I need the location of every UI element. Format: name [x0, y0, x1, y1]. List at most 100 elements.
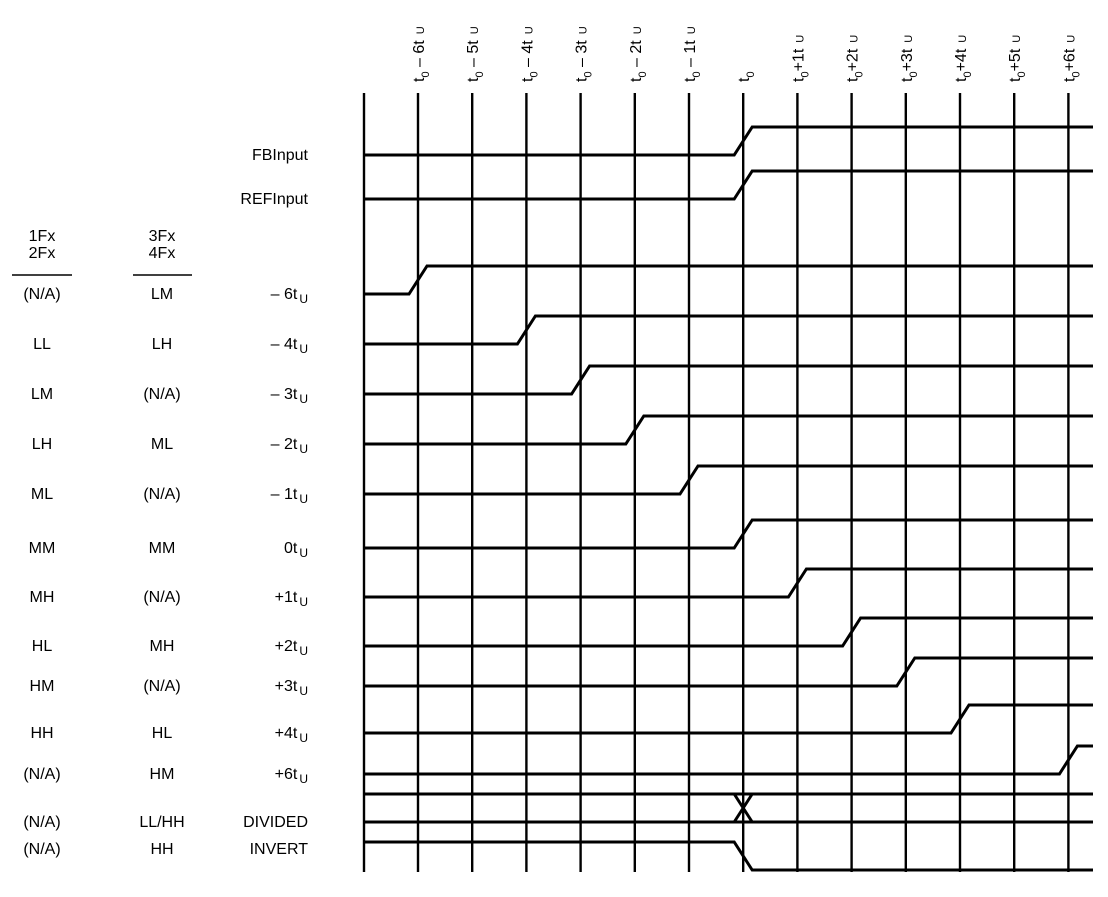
input-label-0: FBInput: [252, 147, 309, 164]
row-0: (N/A) LM – 6t U: [23, 286, 308, 306]
row-col2: LM: [151, 286, 173, 303]
row-offset: – 3t U: [271, 386, 308, 406]
row-col2: (N/A): [143, 386, 180, 403]
header-col2-1: 4Fx: [149, 245, 176, 262]
row-waveform-10: [364, 744, 1093, 776]
row-6: MH (N/A) +1t U: [30, 589, 308, 609]
row-5: MM MM 0t U: [29, 540, 308, 560]
row-col2: ML: [151, 436, 173, 453]
row-12: (N/A) HH INVERT: [23, 841, 308, 858]
row-waveform-6: [364, 567, 1093, 599]
row-col2: (N/A): [143, 678, 180, 695]
row-col2: MH: [150, 638, 175, 655]
time-label-0: t0 – 6tU: [411, 26, 432, 82]
row-waveform-0: [364, 264, 1093, 296]
input-waveform-0: [364, 125, 1093, 157]
time-label-6: t0: [736, 71, 757, 82]
row-col1: (N/A): [23, 286, 60, 303]
row-col1: (N/A): [23, 814, 60, 831]
svg-text:t0 – 3tU: t0 – 3tU: [574, 26, 595, 82]
svg-text:t0 – 1tU: t0 – 1tU: [682, 26, 703, 82]
svg-text:t0+6tU: t0+6tU: [1061, 35, 1082, 82]
row-waveform-5: [364, 518, 1093, 550]
row-1: LL LH – 4t U: [33, 336, 308, 356]
row-offset: +3t U: [275, 678, 308, 698]
svg-text:t0+3tU: t0+3tU: [899, 35, 920, 82]
time-label-1: t0 – 5tU: [465, 26, 486, 82]
row-col1: LH: [32, 436, 52, 453]
row-col1: HH: [30, 725, 53, 742]
input-label-1: REFInput: [240, 191, 308, 208]
row-col1: (N/A): [23, 766, 60, 783]
row-col2: LH: [152, 336, 172, 353]
header-col1-0: 1Fx: [29, 228, 56, 245]
row-10: (N/A) HM +6t U: [23, 766, 308, 786]
svg-text:t0+5tU: t0+5tU: [1007, 35, 1028, 82]
row-waveform-8: [364, 656, 1093, 688]
row-offset: INVERT: [250, 841, 309, 858]
row-offset: 0t U: [284, 540, 308, 560]
row-8: HM (N/A) +3t U: [30, 678, 308, 698]
time-label-10: t0+4tU: [953, 35, 974, 82]
row-col2: HM: [150, 766, 175, 783]
row-offset: +2t U: [275, 638, 308, 658]
row-waveform-2: [364, 364, 1093, 396]
row-labels: FBInput REFInput (N/A) LM – 6t U LL LH – 4t U LM (N…: [23, 147, 308, 858]
row-7: HL MH +2t U: [32, 638, 308, 658]
header-col1-1: 2Fx: [29, 245, 56, 262]
row-11: (N/A) LL/HH DIVIDED: [23, 814, 308, 831]
divided-cross-b: [732, 793, 754, 823]
waveforms: [364, 125, 1093, 872]
time-label-11: t0+5tU: [1007, 35, 1028, 82]
svg-text:t0 – 4tU: t0 – 4tU: [519, 26, 540, 82]
row-offset: +4t U: [275, 725, 308, 745]
time-label-7: t0+1tU: [790, 35, 811, 82]
row-waveform-1: [364, 314, 1093, 346]
row-col2: MM: [149, 540, 176, 557]
row-col1: (N/A): [23, 841, 60, 858]
invert-waveform: [364, 840, 1093, 872]
row-col2: HH: [150, 841, 173, 858]
row-col1: LL: [33, 336, 51, 353]
time-label-12: t0+6tU: [1061, 35, 1082, 82]
row-3: LH ML – 2t U: [32, 436, 308, 456]
time-label-5: t0 – 1tU: [682, 26, 703, 82]
row-col1: MM: [29, 540, 56, 557]
input-waveform-1: [364, 169, 1093, 201]
svg-text:t0+2tU: t0+2tU: [845, 35, 866, 82]
row-offset: – 6t U: [271, 286, 308, 306]
time-label-9: t0+3tU: [899, 35, 920, 82]
time-label-8: t0+2tU: [845, 35, 866, 82]
row-col2: HL: [152, 725, 173, 742]
row-col2: (N/A): [143, 589, 180, 606]
row-col1: MH: [30, 589, 55, 606]
row-offset: DIVIDED: [243, 814, 308, 831]
svg-text:t0+1tU: t0+1tU: [790, 35, 811, 82]
time-label-4: t0 – 2tU: [628, 26, 649, 82]
row-offset: – 4t U: [271, 336, 308, 356]
time-gridlines: [362, 93, 1070, 872]
row-waveform-7: [364, 616, 1093, 648]
row-col2: (N/A): [143, 486, 180, 503]
row-col1: HL: [32, 638, 53, 655]
time-label-2: t0 – 4tU: [519, 26, 540, 82]
svg-text:t0+4tU: t0+4tU: [953, 35, 974, 82]
time-label-3: t0 – 3tU: [574, 26, 595, 82]
row-col2: LL/HH: [139, 814, 184, 831]
svg-text:t0 – 2tU: t0 – 2tU: [628, 26, 649, 82]
row-2: LM (N/A) – 3t U: [31, 386, 308, 406]
row-offset: – 2t U: [271, 436, 308, 456]
time-column-labels: t0 – 6tU t0 – 5tU t0 – 4tU t0 – 3tU t0 – 2tU…: [411, 26, 1082, 82]
row-waveform-4: [364, 464, 1093, 496]
svg-text:t0 – 6tU: t0 – 6tU: [411, 26, 432, 82]
row-offset: – 1t U: [271, 486, 308, 506]
row-offset: +1t U: [275, 589, 308, 609]
row-offset: +6t U: [275, 766, 308, 786]
row-4: ML (N/A) – 1t U: [31, 486, 308, 506]
row-9: HH HL +4t U: [30, 725, 308, 745]
row-col1: HM: [30, 678, 55, 695]
svg-text:t0 – 5tU: t0 – 5tU: [465, 26, 486, 82]
row-col1: ML: [31, 486, 53, 503]
